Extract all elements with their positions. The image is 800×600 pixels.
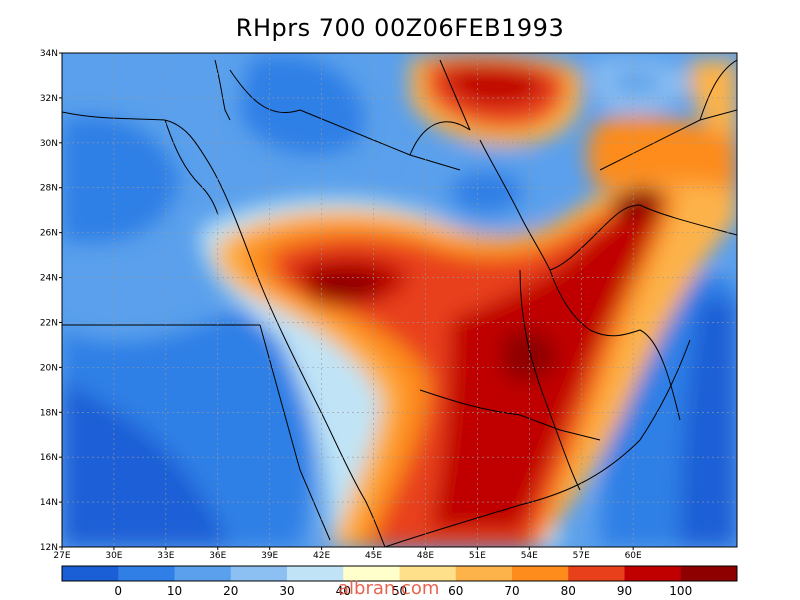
lat-tick-label: 14N — [40, 498, 58, 508]
map-frame — [61, 52, 738, 548]
lat-tick-label: 22N — [40, 318, 58, 328]
longitude-axis: 27E 30E 33E 36E 39E 42E 45E 48E 51E 54E 57E 60E — [53, 547, 642, 561]
colorbar-label: 20 — [223, 584, 238, 598]
colorbar-swatch — [174, 566, 232, 581]
lat-tick-label: 34N — [40, 49, 58, 59]
coastlines — [62, 59, 737, 547]
colorbar-label: 90 — [617, 584, 632, 598]
lon-tick-label: 30E — [105, 551, 122, 561]
colorbar-swatch — [512, 566, 569, 581]
lat-tick-label: 12N — [40, 543, 58, 553]
grid-lines — [62, 53, 737, 547]
latitude-axis: 34N 32N 30N 28N 26N 24N 22N 20N 18N 16N 14N 12N — [40, 49, 62, 553]
colorbar-label: 80 — [561, 584, 576, 598]
colorbar-frame — [61, 565, 738, 582]
colorbar-swatch — [568, 566, 625, 581]
lon-tick-label: 33E — [157, 551, 174, 561]
colorbar-swatch — [118, 566, 175, 581]
colorbar-label: 50 — [392, 584, 407, 598]
watermark-text: albran.com — [338, 578, 440, 599]
lat-tick-label: 16N — [40, 453, 58, 463]
lon-tick-label: 39E — [261, 551, 278, 561]
lon-tick-label: 36E — [209, 551, 226, 561]
colorbar-swatch — [343, 566, 400, 581]
colorbar-label: 100 — [669, 584, 692, 598]
colorbar-swatch — [399, 566, 457, 581]
lat-tick-label: 30N — [40, 139, 58, 149]
lat-tick-label: 20N — [40, 363, 58, 373]
lat-tick-label: 24N — [40, 274, 58, 284]
lon-tick-label: 48E — [417, 551, 434, 561]
colorbar: 0 10 20 30 40 50 60 70 80 90 100 — [61, 565, 738, 598]
lon-tick-label: 57E — [573, 551, 590, 561]
colorbar-label: 0 — [114, 584, 122, 598]
lat-tick-label: 18N — [40, 408, 58, 418]
lon-tick-label: 42E — [313, 551, 330, 561]
colorbar-swatch — [624, 566, 682, 581]
lon-tick-label: 51E — [469, 551, 486, 561]
colorbar-label: 70 — [504, 584, 519, 598]
lat-tick-label: 26N — [40, 229, 58, 239]
colorbar-label: 40 — [336, 584, 351, 598]
lat-tick-label: 32N — [40, 94, 58, 104]
lat-tick-label: 28N — [40, 184, 58, 194]
colorbar-swatch — [62, 566, 119, 581]
colorbar-label: 10 — [167, 584, 182, 598]
colorbar-label: 60 — [448, 584, 463, 598]
lon-tick-label: 45E — [365, 551, 382, 561]
colorbar-swatch — [230, 566, 288, 581]
colorbar-swatch — [680, 566, 738, 581]
lon-tick-label: 27E — [53, 551, 70, 561]
colorbar-label: 30 — [279, 584, 294, 598]
colorbar-swatch — [455, 566, 513, 581]
humidity-field — [62, 53, 737, 547]
lon-tick-label: 54E — [521, 551, 538, 561]
lon-tick-label: 60E — [625, 551, 642, 561]
colorbar-swatch — [287, 566, 344, 581]
map-title: RHprs 700 00Z06FEB1993 — [235, 14, 565, 42]
